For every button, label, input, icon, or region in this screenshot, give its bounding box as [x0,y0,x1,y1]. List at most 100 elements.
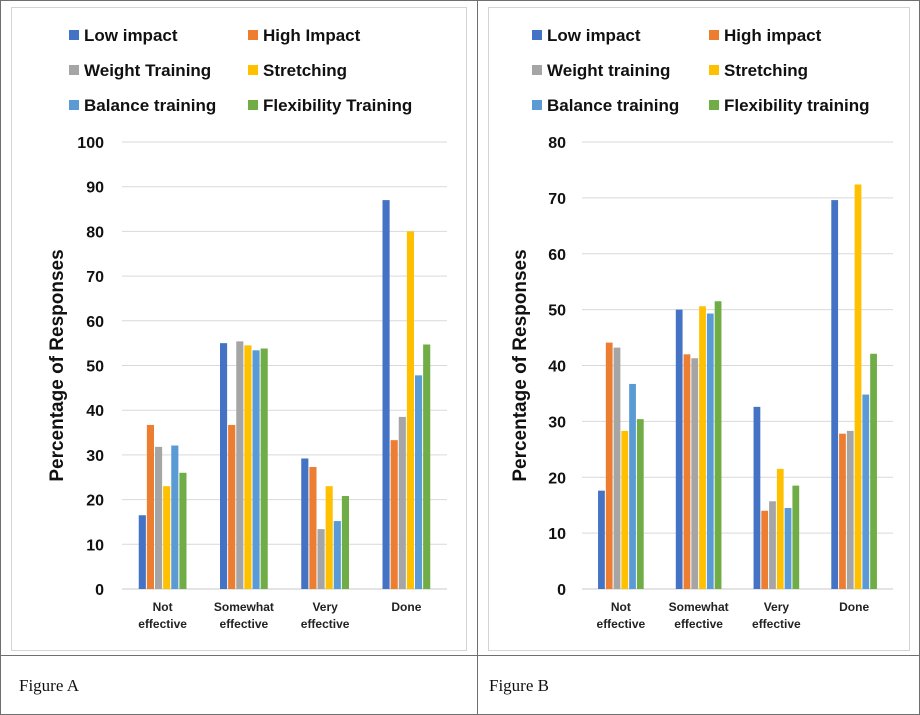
chart-b-legend-swatch-2 [532,65,542,75]
chart-b-ytick-30: 30 [548,414,566,431]
chart-a-bar-3-0 [382,200,390,590]
chart-b-legend-swatch-4 [532,100,542,110]
chart-a-y-axis-title: Percentage of Responses [47,249,68,481]
chart-a-ytick-20: 20 [86,493,104,510]
chart-a-ytick-0: 0 [95,582,104,599]
chart-a-bar-1-2 [236,341,244,589]
chart-b-category-label-3: Done [839,600,869,614]
chart-a-bar-1-3 [244,345,252,589]
chart-a-legend-swatch-0 [69,30,79,40]
chart-b-legend-label-0: Low impact [547,26,641,45]
caption-separator-a [0,655,477,656]
chart-a-category-label-0: Not effective [138,600,187,631]
chart-b-bar-2-3 [776,468,784,589]
chart-a-legend-label-5: Flexibility Training [263,96,412,115]
chart-a-legend-swatch-2 [69,65,79,75]
chart-a-bar-3-2 [398,416,406,589]
chart-b-bar-1-4 [706,313,714,589]
chart-a-bar-2-5 [341,496,349,589]
chart-a-ytick-40: 40 [86,403,104,420]
caption-separator-b [478,655,920,656]
chart-a-bar-2-2 [317,529,325,589]
chart-b-legend-label-2: Weight training [547,61,670,80]
chart-b-bar-1-1 [683,354,691,589]
chart-a-legend-swatch-5 [248,100,258,110]
chart-b-category-label-0: Not effective [597,600,646,631]
chart-a-legend-label-4: Balance training [84,96,216,115]
chart-b-bar-0-0 [598,490,605,589]
chart-b-ytick-10: 10 [548,526,566,543]
chart-b-legend-swatch-5 [709,100,719,110]
chart-a-bar-2-3 [325,486,333,589]
chart-b-y-axis-title: Percentage of Responses [510,249,531,481]
chart-a-bar-1-5 [260,348,268,589]
chart-a-bar-0-4 [171,445,179,589]
chart-b-bar-3-3 [854,184,862,589]
chart-a-bar-2-4 [333,521,341,589]
chart-b-legend-swatch-1 [709,30,719,40]
chart-a-ytick-90: 90 [86,180,104,197]
chart-b-ytick-80: 80 [548,135,566,152]
chart-b-legend-label-4: Balance training [547,96,679,115]
chart-b-legend-label-3: Stretching [724,61,808,80]
chart-b-bar-0-1 [605,342,613,589]
chart-b-legend-label-1: High impact [724,26,822,45]
chart-b-bar-3-0 [831,200,839,590]
chart-b-bar-0-4 [629,383,636,589]
figure-b-caption: Figure B [489,676,549,695]
chart-a-category-label-2: Very effective [301,600,350,631]
chart-a-bar-0-1 [146,424,154,589]
chart-b-ytick-70: 70 [548,191,566,208]
chart-b-bar-0-3 [621,430,629,589]
chart-b-bar-3-4 [862,394,870,589]
chart-b-ytick-20: 20 [548,470,566,487]
chart-b-legend-swatch-0 [532,30,542,40]
chart-a-bar-0-3 [163,486,171,589]
chart-a: Low impact High Impact Weight Training Stre… [47,26,447,631]
chart-a-bar-1-4 [252,350,260,589]
chart-a-ytick-70: 70 [86,269,104,286]
chart-b-bar-0-2 [613,347,621,589]
chart-a-legend-label-0: Low impact [84,26,178,45]
chart-a-bar-2-1 [309,466,317,589]
figure-a-caption: Figure A [19,676,79,695]
chart-a-bar-0-2 [155,446,163,589]
chart-a-legend-swatch-1 [248,30,258,40]
chart-a-bar-1-0 [220,343,228,589]
chart-a-bar-3-1 [390,440,398,589]
chart-a-legend-swatch-4 [69,100,79,110]
chart-a-legend-label-3: Stretching [263,61,347,80]
chart-b-bar-2-2 [769,501,776,589]
chart-a-bar-2-0 [301,458,309,589]
chart-a-ytick-100: 100 [77,135,104,152]
chart-b-ytick-50: 50 [548,303,566,320]
chart-a-ytick-60: 60 [86,314,104,331]
chart-b-bar-3-1 [839,433,846,589]
chart-b-category-label-2: Very effective [752,600,801,631]
chart-b: Low impact High impact Weight training Stre… [510,26,893,631]
chart-b-bar-1-0 [675,309,683,589]
chart-a-category-label-1: Somewhat effective [214,600,274,631]
chart-b-bar-2-4 [784,507,792,589]
chart-a-legend-label-2: Weight Training [84,61,211,80]
chart-b-bar-1-3 [699,306,706,589]
chart-a-ytick-80: 80 [86,224,104,241]
chart-b-ytick-60: 60 [548,247,566,264]
chart-b-bar-0-5 [636,419,644,589]
chart-a-legend-label-1: High Impact [263,26,361,45]
chart-b-legend-label-5: Flexibility training [724,96,869,115]
chart-b-bar-2-1 [761,510,769,589]
chart-b-bar-1-2 [691,358,699,589]
chart-a-bar-0-0 [138,515,146,589]
chart-a-bar-1-1 [228,424,236,589]
chart-a-ytick-30: 30 [86,448,104,465]
chart-a-ytick-50: 50 [86,359,104,376]
chart-a-ytick-10: 10 [86,537,104,554]
chart-b-category-label-1: Somewhat effective [669,600,729,631]
chart-b-bar-2-5 [792,485,800,589]
chart-a-bar-0-5 [179,472,187,589]
chart-b-ytick-0: 0 [557,582,566,599]
chart-a-bar-3-5 [423,344,431,589]
chart-b-bar-2-0 [753,406,761,589]
chart-a-bar-3-3 [406,231,414,589]
